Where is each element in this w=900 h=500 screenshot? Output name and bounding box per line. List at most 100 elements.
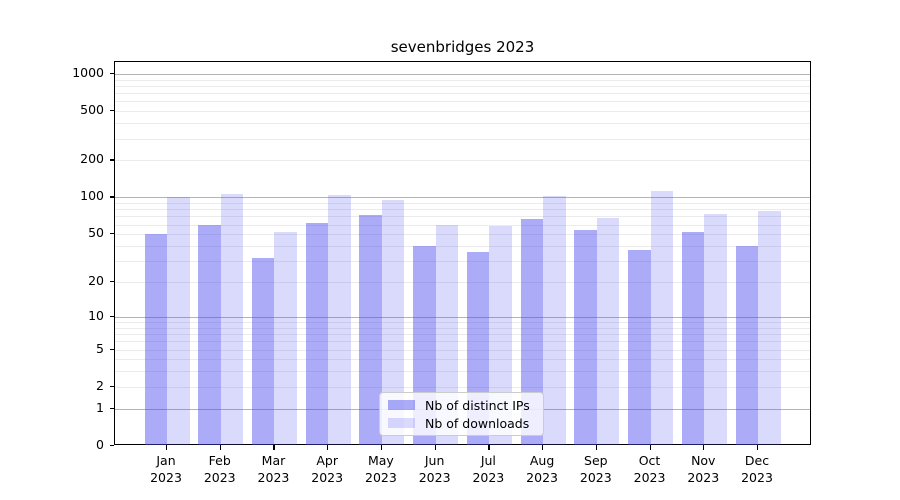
bar-downloads — [758, 210, 781, 445]
bar-distinct-ips — [359, 214, 382, 445]
gridline — [115, 73, 810, 75]
x-tick-label: Apr 2023 — [295, 452, 359, 486]
x-tick-label-line: Feb — [208, 453, 231, 468]
x-tick-label-line: Aug — [529, 453, 555, 468]
bar-downloads — [220, 194, 244, 445]
y-tick-mark — [109, 348, 114, 350]
y-tick-mark — [109, 281, 114, 283]
gridline — [115, 234, 810, 236]
x-tick-mark — [757, 445, 759, 450]
y-tick-label: 5 — [96, 340, 104, 356]
gridline-minor — [115, 246, 810, 247]
gridline-minor — [115, 327, 810, 329]
x-tick-mark — [703, 445, 705, 450]
bar-downloads — [489, 225, 512, 445]
gridline-minor — [115, 209, 810, 211]
x-tick-mark — [380, 445, 383, 450]
x-tick-label: Dec 2023 — [725, 452, 789, 486]
legend-label-distinct-ips: Nb of distinct IPs — [425, 397, 530, 413]
x-tick-mark — [166, 445, 168, 450]
plot-area — [114, 61, 811, 445]
y-tick-mark — [109, 445, 114, 447]
x-tick-label: May 2023 — [349, 452, 413, 486]
x-tick-label-line: 2023 — [633, 470, 666, 485]
x-tick-mark — [649, 445, 651, 450]
y-tick-label: 1000 — [72, 64, 104, 80]
bar-downloads — [650, 190, 674, 445]
x-tick-label: Aug 2023 — [510, 452, 574, 486]
legend-item-distinct-ips: Nb of distinct IPs — [388, 398, 535, 413]
x-tick-mark — [327, 445, 329, 450]
x-tick-mark — [273, 445, 275, 450]
x-tick-label-line: Nov — [691, 453, 716, 468]
y-tick-label: 2 — [96, 377, 104, 393]
x-tick-label-line: Jan — [156, 453, 176, 468]
y-tick-mark — [109, 72, 114, 75]
x-tick-label-line: Sep — [584, 453, 608, 468]
x-tick-mark — [219, 445, 221, 450]
y-tick-label: 1 — [96, 399, 104, 415]
bar-distinct-ips — [305, 222, 329, 445]
x-tick-label: Mar 2023 — [241, 452, 305, 486]
x-tick-label-line: May — [367, 453, 394, 468]
x-tick-label: Oct 2023 — [618, 452, 682, 486]
x-tick-label-line: Apr — [316, 453, 338, 468]
gridline-minor — [115, 138, 810, 140]
x-tick-label-line: 2023 — [150, 470, 182, 485]
gridline — [115, 349, 810, 351]
gridline-minor — [115, 359, 810, 361]
x-tick-label: Jul 2023 — [456, 452, 520, 486]
y-tick-mark — [109, 233, 114, 235]
x-tick-mark — [434, 445, 436, 450]
gridline-minor — [115, 261, 810, 263]
legend-label-downloads: Nb of downloads — [425, 415, 530, 431]
gridline-minor — [115, 93, 810, 95]
x-tick-label: Jan 2023 — [134, 452, 198, 486]
y-tick-label: 20 — [88, 273, 104, 289]
x-tick-mark — [488, 445, 490, 450]
y-tick-mark — [109, 159, 114, 161]
gridline — [115, 111, 810, 113]
x-tick-label-line: 2023 — [365, 470, 397, 485]
x-tick-label-line: Mar — [261, 453, 286, 468]
gridline-minor — [115, 334, 810, 336]
gridline-minor — [115, 85, 810, 87]
y-tick-mark — [109, 196, 114, 198]
bar-distinct-ips — [681, 232, 705, 445]
x-tick-label: Jun 2023 — [403, 452, 467, 486]
chart-title: sevenbridges 2023 — [390, 38, 535, 56]
gridline — [115, 316, 810, 318]
x-tick-label-line: Jul — [480, 453, 496, 468]
legend-swatch-distinct-ips — [388, 400, 415, 410]
gridline-minor — [115, 79, 810, 81]
x-tick-label-line: 2023 — [687, 470, 720, 485]
y-tick-label: 200 — [80, 151, 104, 167]
y-tick-mark — [109, 407, 114, 409]
y-tick-label: 0 — [96, 437, 104, 452]
x-tick-label-line: 2023 — [741, 470, 773, 485]
gridline-minor — [115, 123, 810, 125]
legend-item-downloads: Nb of downloads — [388, 416, 535, 431]
bar-distinct-ips — [198, 224, 221, 445]
gridline-minor — [115, 341, 810, 343]
gridline — [115, 282, 810, 284]
x-tick-label-line: 2023 — [257, 470, 290, 485]
x-tick-label-line: 2023 — [579, 470, 612, 485]
gridline-minor — [115, 224, 810, 226]
y-tick-label: 100 — [80, 188, 104, 204]
y-tick-mark — [109, 315, 114, 318]
gridline-minor — [115, 322, 810, 323]
x-tick-label-line: Jun — [424, 453, 445, 468]
gridline-minor — [115, 101, 810, 103]
x-tick-label-line: 2023 — [472, 470, 505, 485]
bar-downloads — [274, 232, 297, 445]
gridline — [115, 197, 810, 199]
bar-downloads — [328, 195, 351, 445]
x-tick-label-line: Dec — [744, 453, 770, 468]
legend-swatch-downloads — [388, 418, 415, 428]
x-tick-label: Sep 2023 — [564, 452, 628, 486]
y-tick-label: 500 — [80, 102, 104, 118]
x-tick-label-line: Oct — [638, 453, 661, 468]
bar-distinct-ips — [251, 257, 275, 445]
